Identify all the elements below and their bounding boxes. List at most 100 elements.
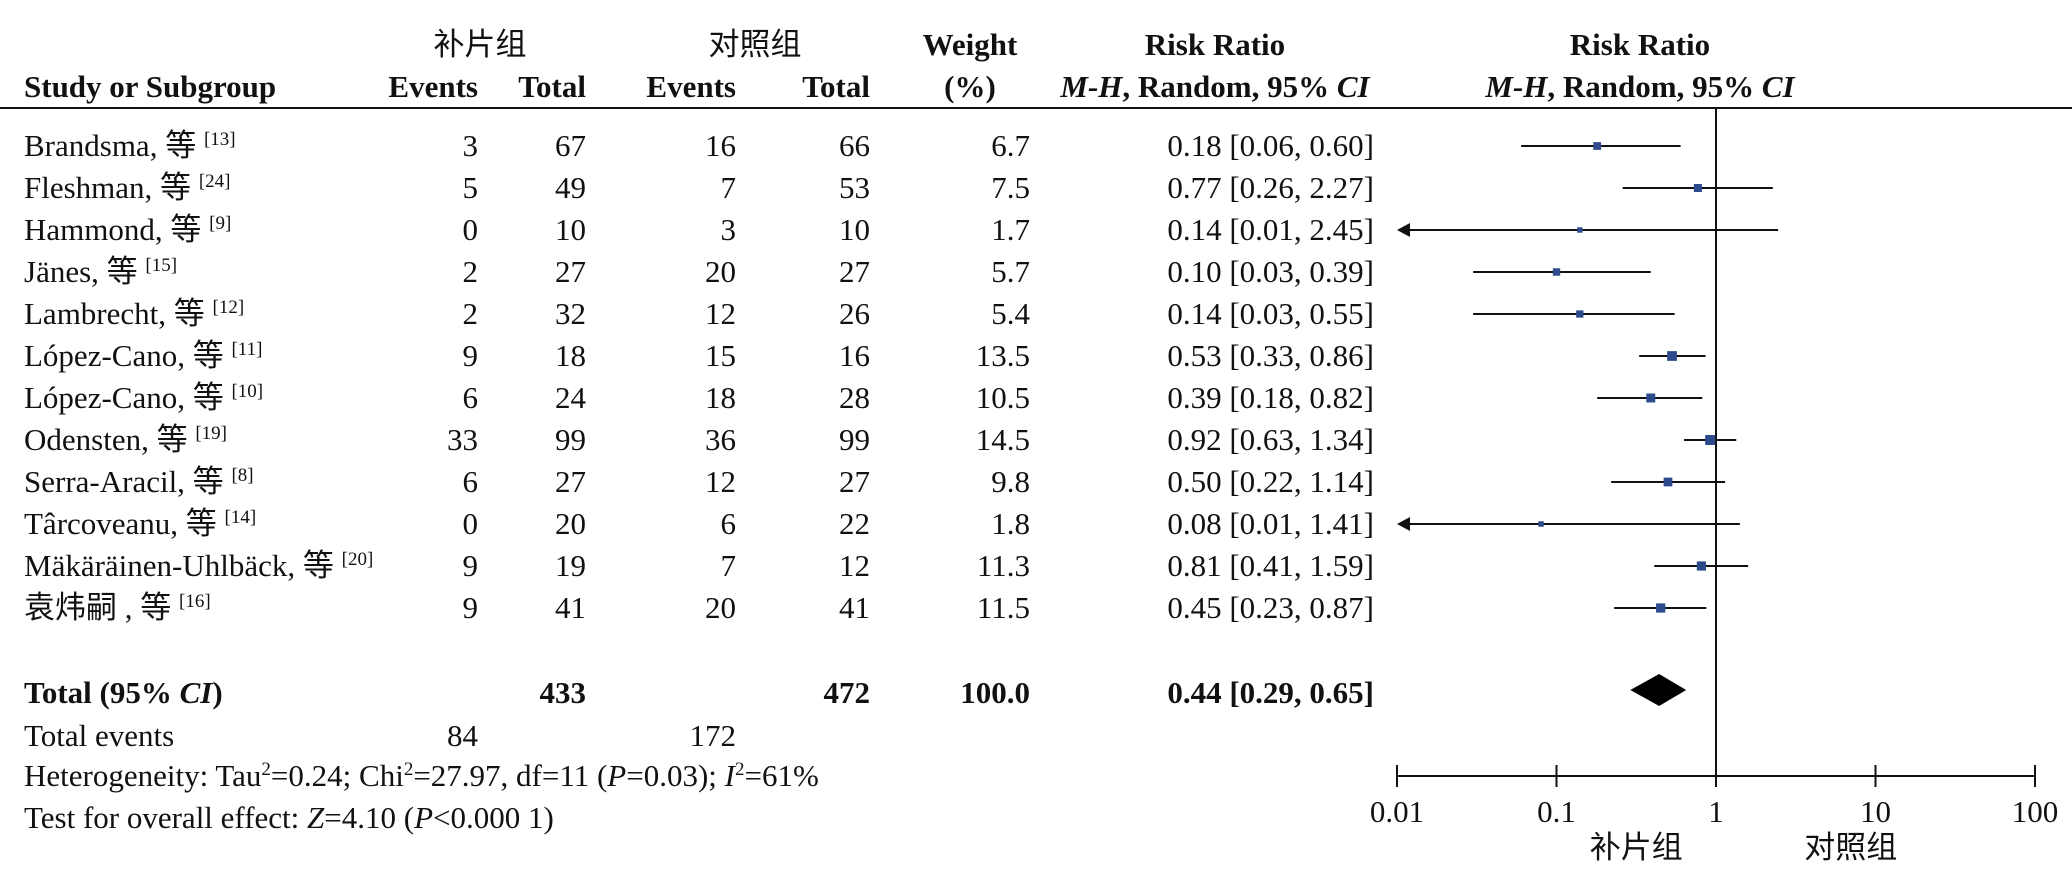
weight-percent: 7.5 <box>991 170 1030 205</box>
pooled-diamond <box>1630 674 1687 706</box>
weight-percent: 11.5 <box>976 590 1030 625</box>
total-n-control: 472 <box>823 675 871 710</box>
group-header-control: 对照组 <box>708 27 802 62</box>
weight-percent: 5.7 <box>991 254 1030 289</box>
total-experimental: 10 <box>555 212 586 247</box>
study-name: Hammond, 等 [9] <box>24 212 232 247</box>
study-marker <box>1646 393 1656 403</box>
weight-percent: 6.7 <box>991 128 1030 163</box>
total-header-control: Total <box>802 69 870 104</box>
favours-experimental-label: 补片组 <box>1590 830 1683 866</box>
total-experimental: 32 <box>555 296 586 331</box>
study-marker <box>1552 268 1561 276</box>
total-events-control: 172 <box>689 718 737 753</box>
events-control: 7 <box>720 548 737 583</box>
study-name: Brandsma, 等 [13] <box>24 128 236 163</box>
total-experimental: 20 <box>555 506 586 541</box>
events-control: 36 <box>705 422 736 457</box>
study-marker <box>1577 227 1583 233</box>
total-experimental: 27 <box>555 254 586 289</box>
study-marker <box>1656 603 1666 613</box>
study-marker <box>1593 142 1602 150</box>
study-marker <box>1538 521 1544 527</box>
total-control: 99 <box>839 422 870 457</box>
x-tick-label: 0.1 <box>1537 794 1576 829</box>
events-control: 6 <box>720 506 737 541</box>
rr-ci-value: 0.53 [0.33, 0.86] <box>1167 338 1374 373</box>
rr-ci-value: 0.14 [0.01, 2.45] <box>1167 212 1374 247</box>
events-control: 18 <box>705 380 736 415</box>
rr-ci-value: 0.08 [0.01, 1.41] <box>1167 506 1374 541</box>
plot-header-line2: M-H, Random, 95% CI <box>1485 69 1795 104</box>
events-experimental: 6 <box>462 380 479 415</box>
events-experimental: 0 <box>462 506 479 541</box>
total-control: 27 <box>839 254 870 289</box>
weight-percent: 9.8 <box>991 464 1030 499</box>
rr-header-line2: M-H, Random, 95% CI <box>1060 69 1370 104</box>
study-marker <box>1667 351 1677 361</box>
events-experimental: 5 <box>462 170 479 205</box>
study-marker <box>1696 561 1706 571</box>
total-header-experimental: Total <box>518 69 586 104</box>
weight-percent: 5.4 <box>991 296 1030 331</box>
study-marker <box>1705 435 1716 445</box>
events-experimental: 9 <box>462 590 479 625</box>
total-control: 12 <box>839 548 870 583</box>
events-header-experimental: Events <box>388 69 478 104</box>
events-control: 12 <box>705 464 736 499</box>
total-control: 10 <box>839 212 870 247</box>
rr-header-line1: Risk Ratio <box>1144 27 1286 62</box>
total-weight: 100.0 <box>960 675 1030 710</box>
total-experimental: 49 <box>555 170 586 205</box>
x-tick-label: 10 <box>1860 794 1891 829</box>
study-name: Lambrecht, 等 [12] <box>24 296 245 331</box>
total-rr-ci: 0.44 [0.29, 0.65] <box>1167 675 1374 710</box>
total-experimental: 19 <box>555 548 586 583</box>
total-control: 26 <box>839 296 870 331</box>
events-control: 7 <box>720 170 737 205</box>
study-marker <box>1663 477 1673 487</box>
weight-percent: 13.5 <box>975 338 1030 373</box>
rr-ci-value: 0.10 [0.03, 0.39] <box>1167 254 1374 289</box>
total-control: 28 <box>839 380 870 415</box>
total-experimental: 24 <box>555 380 586 415</box>
total-control: 16 <box>839 338 870 373</box>
events-control: 20 <box>705 590 736 625</box>
events-control: 12 <box>705 296 736 331</box>
ci-arrow <box>1397 223 1410 237</box>
total-experimental: 67 <box>555 128 586 163</box>
total-experimental: 18 <box>555 338 586 373</box>
study-name: Fleshman, 等 [24] <box>24 170 231 205</box>
rr-ci-value: 0.18 [0.06, 0.60] <box>1167 128 1374 163</box>
rr-ci-value: 0.45 [0.23, 0.87] <box>1167 590 1374 625</box>
events-experimental: 2 <box>462 254 479 289</box>
events-control: 20 <box>705 254 736 289</box>
rr-ci-value: 0.39 [0.18, 0.82] <box>1167 380 1374 415</box>
total-events-experimental: 84 <box>447 718 478 753</box>
weight-percent: 11.3 <box>976 548 1030 583</box>
events-experimental: 2 <box>462 296 479 331</box>
study-name: Mäkäräinen-Uhlbäck, 等 [20] <box>24 548 374 583</box>
events-experimental: 9 <box>462 338 479 373</box>
total-control: 22 <box>839 506 870 541</box>
x-tick-label: 100 <box>2012 794 2059 829</box>
plot-header-line1: Risk Ratio <box>1569 27 1711 62</box>
rr-ci-value: 0.77 [0.26, 2.27] <box>1167 170 1374 205</box>
rr-ci-value: 0.14 [0.03, 0.55] <box>1167 296 1374 331</box>
rr-ci-value: 0.81 [0.41, 1.59] <box>1167 548 1374 583</box>
total-n-experimental: 433 <box>539 675 587 710</box>
total-control: 66 <box>839 128 870 163</box>
events-experimental: 6 <box>462 464 479 499</box>
total-experimental: 41 <box>555 590 586 625</box>
weight-header-line1: Weight <box>922 27 1018 62</box>
study-name: Jänes, 等 [15] <box>24 254 178 289</box>
events-header-control: Events <box>646 69 736 104</box>
weight-percent: 14.5 <box>975 422 1030 457</box>
study-name: 袁炜嗣 , 等 [16] <box>24 590 211 625</box>
total-control: 41 <box>839 590 870 625</box>
group-header-experimental: 补片组 <box>433 27 527 62</box>
overall-effect-text: Test for overall effect: Z=4.10 (P<0.000… <box>24 800 554 835</box>
study-marker <box>1693 183 1702 193</box>
